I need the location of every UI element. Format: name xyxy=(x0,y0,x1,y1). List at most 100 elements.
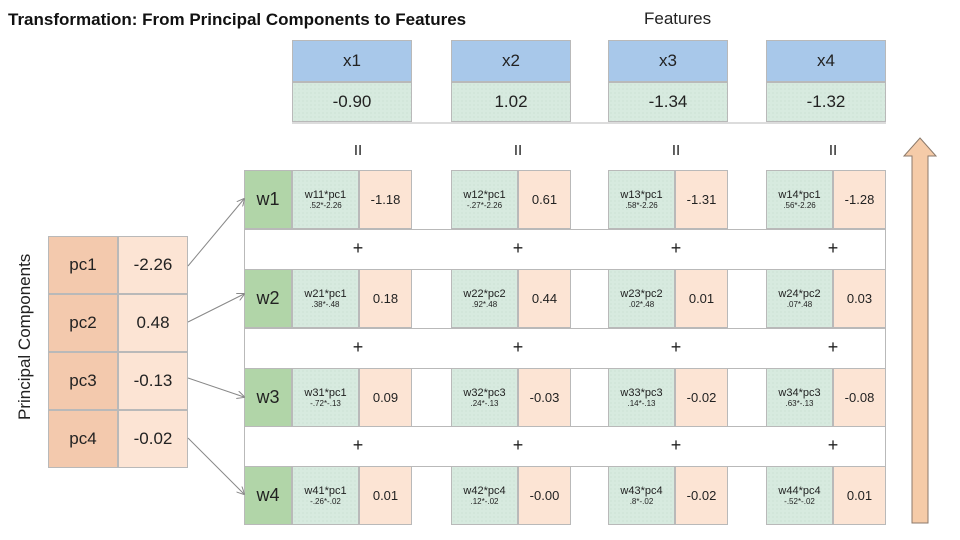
weight-calc: .52*-2.26 xyxy=(309,200,342,210)
weight-cell: w22*pc2.92*.48 xyxy=(451,269,518,328)
product-cell: -0.00 xyxy=(518,466,571,525)
weight-calc: -.52*-.02 xyxy=(784,496,815,506)
pc-value-pc4: -0.02 xyxy=(118,410,188,468)
weight-formula: w41*pc1 xyxy=(304,484,347,497)
product-cell: 0.03 xyxy=(833,269,886,328)
feature-header-x3: x3 xyxy=(608,40,728,82)
feature-value-x1: -0.90 xyxy=(292,82,412,122)
product-cell: -0.02 xyxy=(675,466,728,525)
weight-calc: -.72*-.13 xyxy=(310,398,341,408)
feature-value-x4: -1.32 xyxy=(766,82,886,122)
plus-sign: + xyxy=(352,337,364,357)
plus-sign: + xyxy=(670,337,682,357)
plus-sign: + xyxy=(512,337,524,357)
product-cell: 0.01 xyxy=(833,466,886,525)
weight-calc: .8*-.02 xyxy=(629,496,654,506)
feature-value-x2: 1.02 xyxy=(451,82,571,122)
weight-label-w4: w4 xyxy=(244,466,292,525)
product-cell: -1.28 xyxy=(833,170,886,229)
pc-value-pc2: 0.48 xyxy=(118,294,188,352)
product-cell: 0.18 xyxy=(359,269,412,328)
product-cell: -1.18 xyxy=(359,170,412,229)
product-cell: -1.31 xyxy=(675,170,728,229)
weight-calc: .38*-.48 xyxy=(311,299,340,309)
weight-calc: .12*-.02 xyxy=(470,496,499,506)
weight-formula: w11*pc1 xyxy=(304,188,347,201)
weight-cell: w34*pc3.63*-.13 xyxy=(766,368,833,427)
pc-name-pc2: pc2 xyxy=(48,294,118,352)
weight-cell: w14*pc1.56*-2.26 xyxy=(766,170,833,229)
diagram-title: Transformation: From Principal Component… xyxy=(8,10,467,29)
feature-value-x3: -1.34 xyxy=(608,82,728,122)
equals-sign: II xyxy=(828,142,838,159)
weight-formula: w42*pc4 xyxy=(463,484,506,497)
weight-cell: w31*pc1 -.72*-.13 xyxy=(292,368,359,427)
weight-calc: .07*.48 xyxy=(786,299,813,309)
plus-sign: + xyxy=(512,238,524,258)
weight-formula: w24*pc2 xyxy=(778,287,821,300)
plus-row xyxy=(244,328,886,369)
plus-sign: + xyxy=(827,435,839,455)
product-cell: -0.08 xyxy=(833,368,886,427)
product-cell: 0.61 xyxy=(518,170,571,229)
weight-cell: w21*pc1.38*-.48 xyxy=(292,269,359,328)
weight-formula: w33*pc3 xyxy=(620,386,663,399)
weight-formula: w34*pc3 xyxy=(778,386,821,399)
weight-calc: -.26*-.02 xyxy=(310,496,341,506)
feature-header-x2: x2 xyxy=(451,40,571,82)
equals-sign: II xyxy=(353,142,363,159)
plus-sign: + xyxy=(352,238,364,258)
connector-arrow-pc4-w4 xyxy=(187,437,244,494)
product-cell: 0.09 xyxy=(359,368,412,427)
weight-label-w1: w1 xyxy=(244,170,292,229)
weight-formula: w13*pc1 xyxy=(620,188,663,201)
product-cell: 0.01 xyxy=(675,269,728,328)
connector-arrow-pc3-w3 xyxy=(187,377,244,397)
weight-cell: w13*pc1.58*-2.26 xyxy=(608,170,675,229)
pc-value-pc1: -2.26 xyxy=(118,236,188,294)
weight-formula: w31*pc1 xyxy=(304,386,347,399)
pc-value-pc3: -0.13 xyxy=(118,352,188,410)
product-cell: 0.44 xyxy=(518,269,571,328)
weight-calc: .14*-.13 xyxy=(627,398,656,408)
weight-calc: .63*-.13 xyxy=(785,398,814,408)
product-cell: 0.01 xyxy=(359,466,412,525)
features-label: Features xyxy=(644,9,712,28)
pc-name-pc4: pc4 xyxy=(48,410,118,468)
weight-formula: w23*pc2 xyxy=(620,287,663,300)
weight-formula: w32*pc3 xyxy=(463,386,506,399)
weight-cell: w44*pc4 -.52*-.02 xyxy=(766,466,833,525)
weight-calc: .02*.48 xyxy=(628,299,655,309)
plus-sign: + xyxy=(670,435,682,455)
product-cell: -0.03 xyxy=(518,368,571,427)
connector-arrow-pc1-w1 xyxy=(187,199,244,267)
plus-row xyxy=(244,229,886,270)
plus-sign: + xyxy=(512,435,524,455)
feature-header-x4: x4 xyxy=(766,40,886,82)
weight-label-w3: w3 xyxy=(244,368,292,427)
weight-cell: w23*pc2.02*.48 xyxy=(608,269,675,328)
weight-cell: w24*pc2.07*.48 xyxy=(766,269,833,328)
weight-cell: w12*pc1 -.27*-2.26 xyxy=(451,170,518,229)
weight-cell: w32*pc3.24*-.13 xyxy=(451,368,518,427)
pc-name-pc3: pc3 xyxy=(48,352,118,410)
weight-formula: w12*pc1 xyxy=(463,188,506,201)
weight-calc: .92*.48 xyxy=(471,299,498,309)
weight-formula: w43*pc4 xyxy=(620,484,663,497)
weight-cell: w11*pc1.52*-2.26 xyxy=(292,170,359,229)
feature-header-x1: x1 xyxy=(292,40,412,82)
plus-sign: + xyxy=(827,238,839,258)
up-arrow-icon xyxy=(902,137,938,524)
weight-cell: w41*pc1 -.26*-.02 xyxy=(292,466,359,525)
weight-formula: w21*pc1 xyxy=(304,287,347,300)
equals-sign: II xyxy=(513,142,523,159)
weight-cell: w42*pc4.12*-.02 xyxy=(451,466,518,525)
weight-label-w2: w2 xyxy=(244,269,292,328)
pc-name-pc1: pc1 xyxy=(48,236,118,294)
weight-cell: w43*pc4.8*-.02 xyxy=(608,466,675,525)
weight-calc: .24*-.13 xyxy=(470,398,499,408)
weight-calc: -.27*-2.26 xyxy=(466,200,503,210)
plus-sign: + xyxy=(352,435,364,455)
weight-formula: w22*pc2 xyxy=(463,287,506,300)
